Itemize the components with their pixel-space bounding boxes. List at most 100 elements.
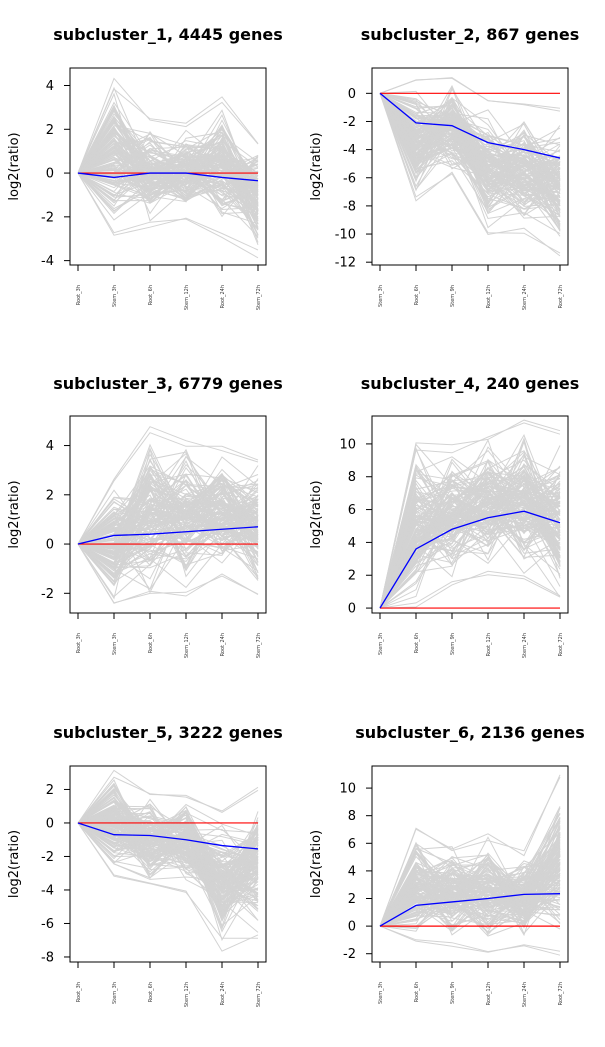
- plot-frame: [371, 415, 569, 614]
- gene-lines: [77, 426, 259, 604]
- gene-line: [77, 432, 259, 545]
- x-tick-label: Root_6h: [148, 982, 154, 1002]
- gene-line: [77, 822, 259, 873]
- gene-line: [379, 93, 561, 216]
- y-tick-label: 2: [348, 892, 356, 907]
- x-tick-label: Stem_9h: [450, 982, 456, 1004]
- panel-title: subcluster_1, 4445 genes: [53, 25, 283, 44]
- cluster-mean-line: [379, 893, 561, 927]
- y-axis-label: log2(ratio): [7, 830, 22, 898]
- gene-line: [379, 93, 561, 169]
- y-tick-label: 4: [46, 79, 54, 94]
- y-tick-label: 0: [348, 920, 356, 935]
- panel-title: subcluster_3, 6779 genes: [53, 374, 283, 393]
- gene-line: [77, 511, 259, 587]
- gene-line: [77, 501, 259, 552]
- y-tick-label: -2: [41, 850, 54, 865]
- y-axis-label: log2(ratio): [309, 132, 324, 200]
- subcluster-panel-4: subcluster_4, 240 genes log2(ratio) 0 2 4 6 8 1…: [309, 374, 579, 658]
- gene-line: [379, 93, 561, 192]
- x-tick-label: Root_72h: [558, 633, 564, 656]
- y-axis-label: log2(ratio): [309, 480, 324, 548]
- panel-title: subcluster_4, 240 genes: [361, 374, 579, 393]
- y-tick-label: 6: [348, 837, 356, 852]
- gene-line: [77, 133, 259, 225]
- y-tick-label: -6: [343, 171, 356, 186]
- y-axis-label: log2(ratio): [7, 132, 22, 200]
- x-tick-label: Stem_9h: [450, 285, 456, 307]
- y-tick-label: -8: [41, 950, 54, 965]
- gene-line: [77, 459, 259, 545]
- x-tick-label: Root_6h: [148, 285, 154, 305]
- y-tick-label: -4: [41, 254, 54, 269]
- gene-line: [77, 131, 259, 199]
- y-tick-label: 0: [348, 87, 356, 102]
- gene-line: [379, 501, 561, 609]
- gene-line: [77, 129, 259, 184]
- gene-line: [379, 468, 561, 609]
- subcluster-panel-5: subcluster_5, 3222 genes log2(ratio) -8 -6 -…: [7, 723, 283, 1007]
- plot-frame: [371, 765, 569, 963]
- y-tick-label: -4: [343, 143, 356, 158]
- cluster-mean-line: [379, 510, 561, 609]
- gene-line: [379, 459, 561, 609]
- gene-line: [379, 888, 561, 927]
- gene-line: [77, 479, 259, 565]
- y-tick-label: -2: [41, 210, 54, 225]
- plot-frame: [69, 67, 267, 266]
- x-tick-label: Stem_12h: [184, 982, 190, 1007]
- x-tick-label: Root_12h: [486, 633, 492, 656]
- gene-line: [77, 113, 259, 238]
- y-tick-label: -10: [335, 228, 356, 243]
- gene-line: [77, 822, 259, 900]
- x-tick-label: Root_24h: [220, 285, 226, 308]
- gene-line: [379, 854, 561, 927]
- x-tick-label: Root_3h: [76, 285, 82, 305]
- gene-line: [379, 925, 561, 953]
- gene-line: [379, 863, 561, 927]
- gene-line: [379, 92, 561, 179]
- gene-line: [77, 161, 259, 212]
- x-tick-label: Root_12h: [486, 982, 492, 1005]
- gene-line: [379, 492, 561, 609]
- plot-frame: [69, 415, 267, 614]
- x-tick-label: Stem_72h: [256, 285, 262, 310]
- gene-line: [77, 479, 259, 577]
- y-tick-label: 8: [348, 470, 356, 485]
- x-tick-label: Root_12h: [486, 285, 492, 308]
- gene-line: [379, 93, 561, 166]
- gene-line: [379, 92, 561, 187]
- gene-line: [379, 485, 561, 609]
- cluster-mean-line: [77, 172, 259, 182]
- x-tick-label: Stem_24h: [522, 982, 528, 1007]
- gene-line: [379, 844, 561, 927]
- gene-line: [379, 470, 561, 609]
- gene-line: [77, 809, 259, 921]
- gene-line: [379, 837, 561, 927]
- subcluster-panel-2: subcluster_2, 867 genes log2(ratio) -12 -10…: [309, 25, 579, 310]
- gene-line: [77, 822, 259, 861]
- gene-line: [77, 145, 259, 201]
- gene-line: [379, 487, 561, 609]
- y-tick-label: 2: [46, 488, 54, 503]
- gene-line: [77, 92, 259, 229]
- x-tick-label: Stem_12h: [184, 633, 190, 658]
- y-tick-label: 2: [348, 569, 356, 584]
- y-tick-label: 0: [46, 538, 54, 553]
- gene-line: [379, 866, 561, 927]
- y-axis-label: log2(ratio): [309, 830, 324, 898]
- gene-line: [77, 490, 259, 572]
- gene-line: [77, 799, 259, 881]
- x-tick-label: Stem_72h: [256, 982, 262, 1007]
- gene-line: [379, 474, 561, 609]
- gene-line: [379, 774, 561, 927]
- y-tick-label: 10: [339, 782, 356, 797]
- plot-frame: [69, 765, 267, 963]
- gene-line: [379, 93, 561, 219]
- gene-line: [77, 779, 259, 881]
- gene-line: [77, 168, 259, 196]
- y-tick-label: -2: [343, 947, 356, 962]
- x-tick-label: Stem_3h: [378, 285, 384, 307]
- y-tick-label: -2: [343, 115, 356, 130]
- y-tick-label: 2: [46, 123, 54, 138]
